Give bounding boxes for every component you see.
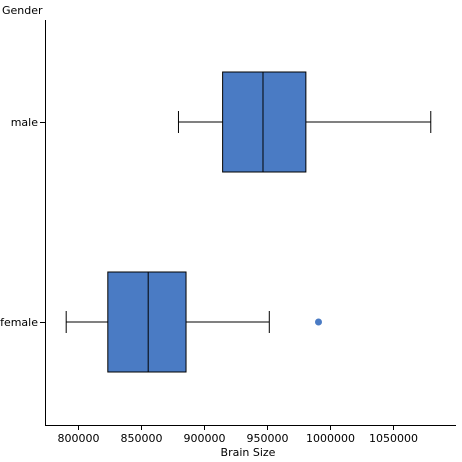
- outlier-point: [314, 318, 322, 326]
- x-axis-ticks: 800000 850000 900000 950000 1000000 1050000: [58, 425, 418, 445]
- x-tick-label: 1050000: [369, 432, 418, 445]
- plot-marks: [65, 71, 432, 373]
- box-male: [177, 71, 432, 173]
- x-axis-title: Brain Size: [221, 446, 276, 459]
- y-axis-title: Gender: [2, 4, 43, 17]
- y-tick-label-male: male: [11, 116, 39, 129]
- iqr-box: [222, 71, 307, 173]
- y-axis-ticks: male female: [0, 116, 45, 329]
- x-tick-label: 1000000: [306, 432, 355, 445]
- x-tick-label: 850000: [121, 432, 163, 445]
- y-tick-label-female: female: [0, 316, 38, 329]
- x-tick-label: 950000: [247, 432, 289, 445]
- iqr-box: [107, 271, 187, 373]
- box-female: [65, 271, 322, 373]
- x-tick-label: 800000: [58, 432, 100, 445]
- x-tick-label: 900000: [184, 432, 226, 445]
